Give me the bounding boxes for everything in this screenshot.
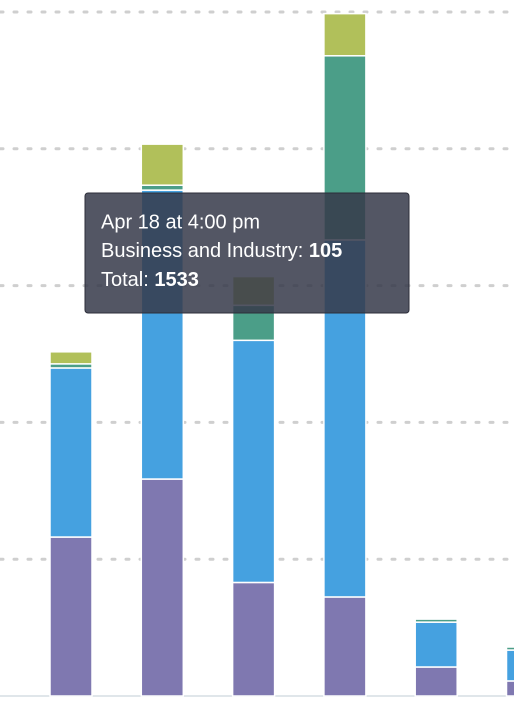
bar-segment xyxy=(414,621,458,668)
bar-segment xyxy=(140,478,185,697)
tooltip-title: Apr 18 at 4:00 pm xyxy=(101,211,260,233)
bar-segment xyxy=(323,12,367,57)
bar-segment xyxy=(49,536,93,697)
bar-segment xyxy=(505,646,514,651)
bar-segment xyxy=(505,649,514,682)
bar-segment xyxy=(140,143,185,186)
tooltip: Apr 18 at 4:00 pm Business and Industry:… xyxy=(84,192,410,314)
bar-segment xyxy=(414,666,458,697)
plot xyxy=(0,10,514,697)
bar-segment xyxy=(414,618,458,623)
tooltip-line: Business and Industry: 105 xyxy=(101,240,342,262)
tooltip-value: 1533 xyxy=(154,269,199,291)
tooltip-line: Total: 1533 xyxy=(101,269,199,291)
bar-segment xyxy=(323,596,367,697)
tooltip-label: Business and Industry: xyxy=(101,240,303,262)
bar-segment xyxy=(231,339,276,584)
tooltip-box xyxy=(84,192,410,314)
bar-segment xyxy=(49,367,93,538)
bar-segment xyxy=(505,680,514,697)
bar-segment xyxy=(49,351,93,365)
tooltip-label: Total: xyxy=(101,269,149,291)
bar-segment xyxy=(231,581,276,697)
tooltip-value: 105 xyxy=(309,240,342,262)
